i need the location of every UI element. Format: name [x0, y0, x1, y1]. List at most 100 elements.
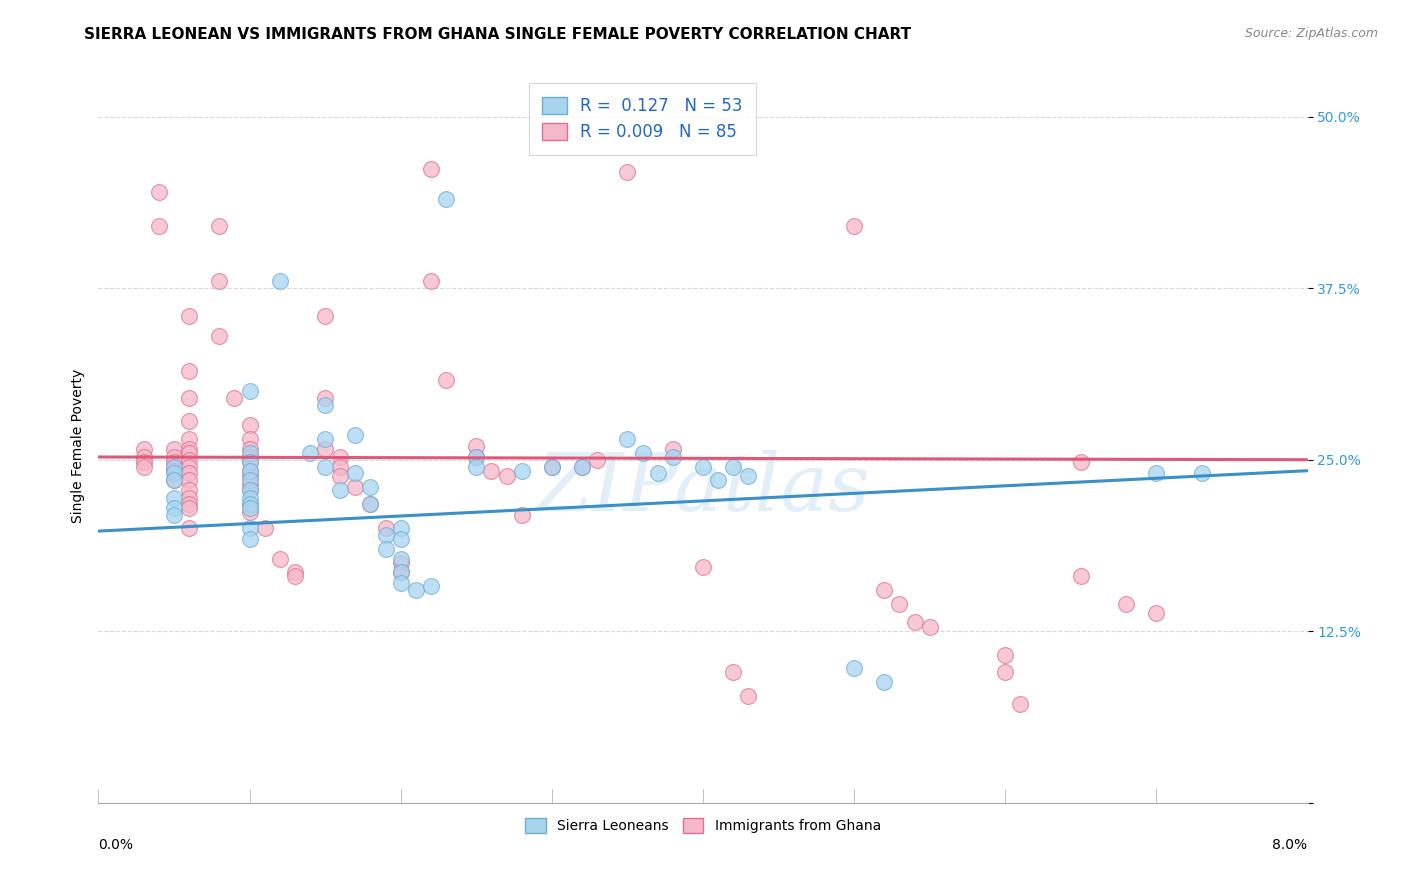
Point: [540, 459, 562, 474]
Point: [314, 391, 336, 405]
Point: [723, 665, 745, 680]
Point: [616, 164, 638, 178]
Point: [360, 497, 382, 511]
Point: [239, 442, 262, 456]
Point: [329, 469, 352, 483]
Point: [239, 491, 262, 505]
Point: [179, 521, 201, 535]
Text: 0.0%: 0.0%: [98, 838, 134, 852]
Point: [495, 469, 517, 483]
Point: [239, 469, 262, 483]
Point: [994, 648, 1017, 662]
Point: [389, 576, 412, 591]
Point: [737, 469, 759, 483]
Point: [904, 615, 927, 629]
Point: [163, 491, 186, 505]
Point: [420, 161, 443, 176]
Text: 8.0%: 8.0%: [1272, 838, 1308, 852]
Point: [314, 309, 336, 323]
Point: [420, 579, 443, 593]
Point: [163, 500, 186, 515]
Point: [239, 500, 262, 515]
Point: [389, 556, 412, 570]
Point: [179, 442, 201, 456]
Point: [889, 597, 911, 611]
Point: [269, 551, 291, 566]
Point: [132, 459, 155, 474]
Point: [239, 477, 262, 491]
Point: [329, 459, 352, 474]
Point: [239, 473, 262, 487]
Point: [692, 559, 714, 574]
Point: [163, 464, 186, 478]
Point: [1070, 455, 1092, 469]
Point: [239, 418, 262, 433]
Legend: Sierra Leoneans, Immigrants from Ghana: Sierra Leoneans, Immigrants from Ghana: [520, 813, 886, 838]
Point: [314, 459, 336, 474]
Point: [179, 446, 201, 460]
Point: [374, 541, 396, 556]
Point: [481, 464, 503, 478]
Point: [465, 459, 488, 474]
Point: [163, 442, 186, 456]
Point: [253, 521, 276, 535]
Point: [314, 398, 336, 412]
Point: [389, 533, 412, 547]
Point: [163, 450, 186, 464]
Point: [314, 432, 336, 446]
Point: [239, 384, 262, 398]
Point: [405, 583, 427, 598]
Point: [344, 428, 367, 442]
Point: [692, 459, 714, 474]
Point: [179, 497, 201, 511]
Point: [844, 219, 866, 234]
Point: [224, 391, 246, 405]
Point: [284, 569, 307, 583]
Point: [329, 483, 352, 497]
Point: [163, 455, 186, 469]
Point: [239, 455, 262, 469]
Point: [389, 521, 412, 535]
Point: [239, 497, 262, 511]
Text: ZIPatlas: ZIPatlas: [536, 450, 870, 527]
Point: [163, 473, 186, 487]
Point: [918, 620, 941, 634]
Point: [239, 432, 262, 446]
Point: [314, 442, 336, 456]
Point: [163, 467, 186, 481]
Point: [239, 497, 262, 511]
Point: [239, 464, 262, 478]
Point: [132, 450, 155, 464]
Point: [163, 459, 186, 474]
Point: [844, 661, 866, 675]
Point: [631, 446, 654, 460]
Point: [723, 459, 745, 474]
Point: [148, 185, 170, 199]
Point: [873, 583, 896, 598]
Point: [1146, 467, 1168, 481]
Text: SIERRA LEONEAN VS IMMIGRANTS FROM GHANA SINGLE FEMALE POVERTY CORRELATION CHART: SIERRA LEONEAN VS IMMIGRANTS FROM GHANA …: [84, 27, 911, 42]
Point: [360, 497, 382, 511]
Point: [239, 521, 262, 535]
Point: [239, 533, 262, 547]
Point: [179, 500, 201, 515]
Text: Source: ZipAtlas.com: Source: ZipAtlas.com: [1244, 27, 1378, 40]
Point: [571, 459, 593, 474]
Point: [586, 452, 609, 467]
Point: [374, 521, 396, 535]
Point: [1070, 569, 1092, 583]
Y-axis label: Single Female Poverty: Single Female Poverty: [70, 369, 84, 523]
Point: [1115, 597, 1137, 611]
Point: [132, 442, 155, 456]
Point: [540, 459, 562, 474]
Point: [179, 309, 201, 323]
Point: [179, 414, 201, 428]
Point: [873, 675, 896, 690]
Point: [163, 473, 186, 487]
Point: [179, 467, 201, 481]
Point: [994, 665, 1017, 680]
Point: [465, 450, 488, 464]
Point: [179, 483, 201, 497]
Point: [179, 432, 201, 446]
Point: [239, 464, 262, 478]
